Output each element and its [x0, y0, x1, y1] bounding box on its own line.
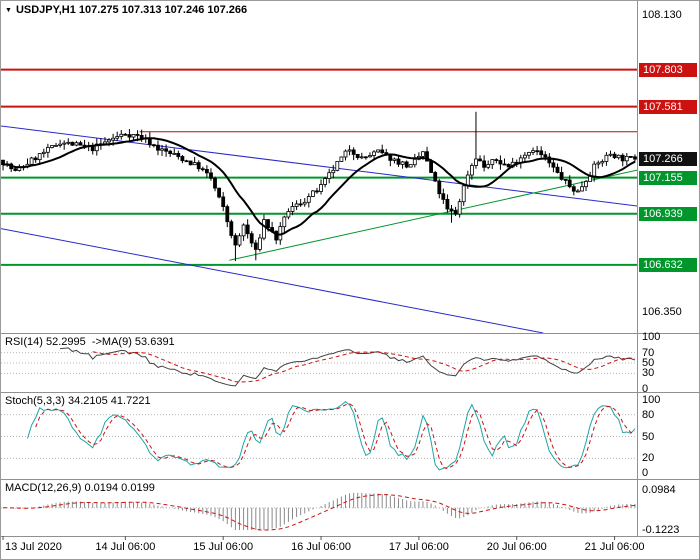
stoch-scale-label[interactable]: 80: [642, 408, 655, 421]
price-axis-label[interactable]: 106.350: [642, 305, 682, 318]
stoch-scale-label[interactable]: 0: [642, 467, 649, 479]
time-axis-label[interactable]: 16 Jul 06:00: [291, 541, 351, 553]
rsi-indicator-label: RSI(14) 52.2995 ->MA(9) 53.6391: [5, 336, 175, 348]
macd-indicator-label: MACD(12,26,9) 0.0194 0.0199: [5, 482, 155, 494]
macd-scale-label[interactable]: -0.1223: [642, 524, 680, 536]
support-price-badge: 107.155: [639, 170, 697, 185]
rsi-scale-label[interactable]: 50: [642, 357, 655, 369]
candles: [1, 111, 637, 262]
panel-separators: [1, 1, 699, 540]
time-axis-label[interactable]: 20 Jul 06:00: [486, 541, 547, 553]
price-axis-label[interactable]: 108.130: [642, 9, 682, 21]
stoch-scale-label[interactable]: 50: [642, 430, 655, 443]
indicator-level-lines: [1, 352, 637, 509]
macd-scale-label[interactable]: 0.0984: [642, 484, 676, 496]
symbol-ohlc-title: USDJPY,H1 107.275 107.313 107.246 107.26…: [15, 4, 248, 16]
rsi-scale-label[interactable]: 0: [642, 383, 649, 395]
rsi-plot: [60, 347, 636, 387]
stoch-scale-label[interactable]: 20: [642, 452, 655, 465]
price-moving-average: [2, 137, 636, 236]
rsi-scale-label[interactable]: 70: [642, 346, 655, 359]
current-price-badge: 107.266: [639, 152, 697, 167]
stoch-scale-label[interactable]: 100: [642, 394, 661, 406]
time-axis-label[interactable]: 14 Jul 06:00: [95, 541, 156, 553]
stoch-indicator-label: Stoch(5,3,3) 34.2105 41.7221: [5, 395, 151, 407]
support-price-badge: 106.939: [639, 206, 697, 221]
resistance-price-badge: 107.803: [639, 62, 697, 77]
time-axis-label[interactable]: 15 Jul 06:00: [193, 541, 254, 553]
symbol-dropdown-icon[interactable]: ▼: [5, 7, 12, 14]
time-axis-label[interactable]: 13 Jul 2020: [5, 541, 62, 553]
rsi-scale-label[interactable]: 30: [642, 367, 655, 380]
time-axis-label[interactable]: 17 Jul 06:00: [388, 541, 449, 553]
rsi-scale-label[interactable]: 100: [642, 331, 661, 343]
time-axis-label[interactable]: 21 Jul 06:00: [584, 541, 645, 553]
resistance-price-badge: 107.581: [639, 99, 697, 114]
stochastic-plot: [27, 400, 636, 471]
support-resistance-lines: [1, 68, 637, 266]
macd-plot: [3, 492, 636, 531]
support-price-badge: 106.632: [639, 257, 697, 272]
chart-header: ▼ USDJPY,H1 107.275 107.313 107.246 107.2…: [5, 4, 247, 16]
